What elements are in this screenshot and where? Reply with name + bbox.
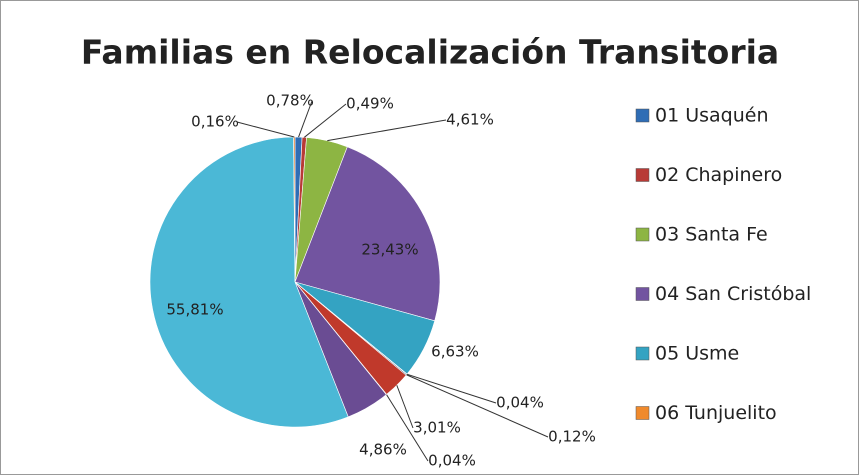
data-label: 0,16%: [191, 113, 239, 131]
data-label: 0,12%: [548, 428, 596, 446]
legend-label: 06 Tunjuelito: [655, 402, 777, 424]
leader-line: [236, 121, 295, 138]
leader-line: [386, 394, 429, 462]
data-label: 0,04%: [496, 394, 544, 412]
data-label: 0,04%: [428, 452, 476, 470]
legend-label: 03 Santa Fe: [655, 224, 768, 246]
data-label: 6,63%: [431, 343, 479, 361]
legend-swatch: [635, 406, 650, 420]
legend-swatch: [635, 346, 650, 361]
data-label: 4,61%: [446, 111, 494, 129]
leader-line: [327, 119, 447, 142]
legend-label: 04 San Cristóbal: [655, 283, 811, 305]
data-label: 4,86%: [359, 441, 407, 459]
legend-label: 01 Usaquén: [655, 105, 769, 127]
leader-line: [406, 374, 549, 438]
leader-line: [396, 385, 414, 429]
data-label: 3,01%: [413, 419, 461, 437]
chart-title: Familias en Relocalización Transitoria: [81, 33, 779, 72]
legend-label: 05 Usme: [655, 343, 739, 365]
data-label: 0,78%: [266, 92, 314, 110]
data-label: 23,43%: [361, 241, 418, 259]
data-label: 0,49%: [346, 95, 394, 113]
legend-swatch: [635, 108, 650, 123]
legend-swatch: [635, 168, 650, 182]
legend-label: 02 Chapinero: [655, 164, 782, 186]
leader-line: [406, 373, 497, 404]
data-label: 55,81%: [166, 301, 223, 319]
legend-swatch: [635, 287, 650, 301]
legend-swatch: [635, 227, 650, 242]
pie-slice: [149, 136, 349, 428]
leader-line: [304, 103, 347, 138]
pie-slice: [294, 146, 441, 322]
leader-line: [298, 100, 313, 138]
